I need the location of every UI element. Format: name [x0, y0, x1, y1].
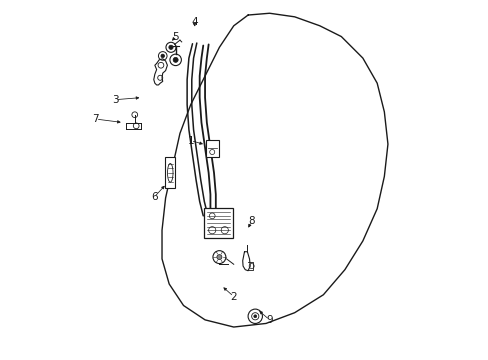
Text: 5: 5: [172, 32, 179, 41]
Text: 8: 8: [248, 216, 254, 226]
Text: 7: 7: [92, 114, 99, 124]
Text: 1: 1: [187, 136, 194, 145]
Text: 6: 6: [150, 192, 157, 202]
Circle shape: [217, 255, 222, 260]
FancyBboxPatch shape: [165, 157, 175, 188]
Text: 3: 3: [112, 95, 119, 105]
Circle shape: [253, 315, 256, 318]
FancyBboxPatch shape: [205, 140, 218, 157]
Circle shape: [173, 57, 178, 62]
Text: 9: 9: [266, 315, 272, 325]
Circle shape: [161, 54, 164, 58]
FancyBboxPatch shape: [203, 208, 233, 238]
Circle shape: [168, 45, 173, 49]
Text: 2: 2: [230, 292, 237, 302]
Text: 4: 4: [191, 17, 197, 27]
